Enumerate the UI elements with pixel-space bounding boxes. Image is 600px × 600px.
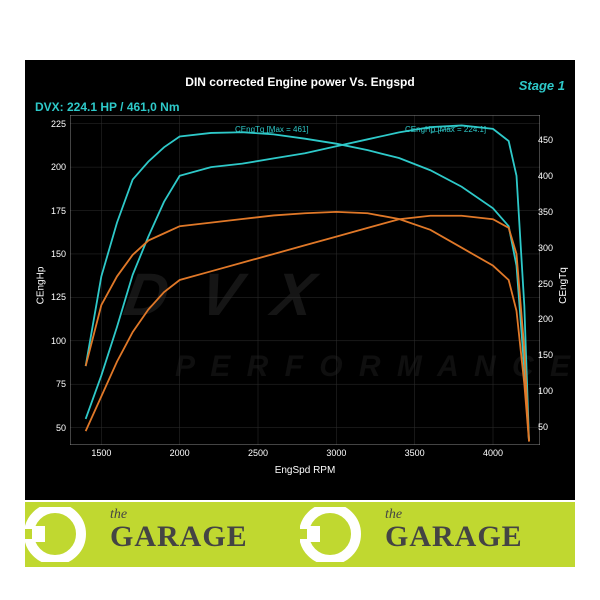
garage-logo-2: the GARAGE (300, 502, 575, 567)
chart-title: DIN corrected Engine power Vs. Engspd (0, 75, 600, 89)
garage-logo-1: the GARAGE (25, 502, 300, 567)
hp-max-annotation: CEngHp [Max = 224.1] (405, 125, 486, 134)
y-axis-right-label: CEngTq (558, 267, 569, 304)
y-axis-left-label: CEngHp (35, 267, 46, 305)
dyno-chart (70, 115, 540, 445)
torque-max-annotation: CEngTq [Max = 461] (235, 125, 309, 134)
x-axis-label: EngSpd RPM (70, 465, 540, 476)
dvx-result: DVX: 224.1 HP / 461,0 Nm (35, 100, 180, 114)
wrench-icon (25, 507, 105, 562)
container: D V X P E R F O R M A N C E DIN correcte… (0, 0, 600, 600)
logo-text: the GARAGE (110, 507, 248, 550)
logo-text: the GARAGE (385, 507, 523, 550)
stage-label: Stage 1 (519, 78, 565, 93)
wrench-icon (300, 507, 380, 562)
footer-logo-bar: the GARAGE the GARAGE (25, 502, 575, 567)
